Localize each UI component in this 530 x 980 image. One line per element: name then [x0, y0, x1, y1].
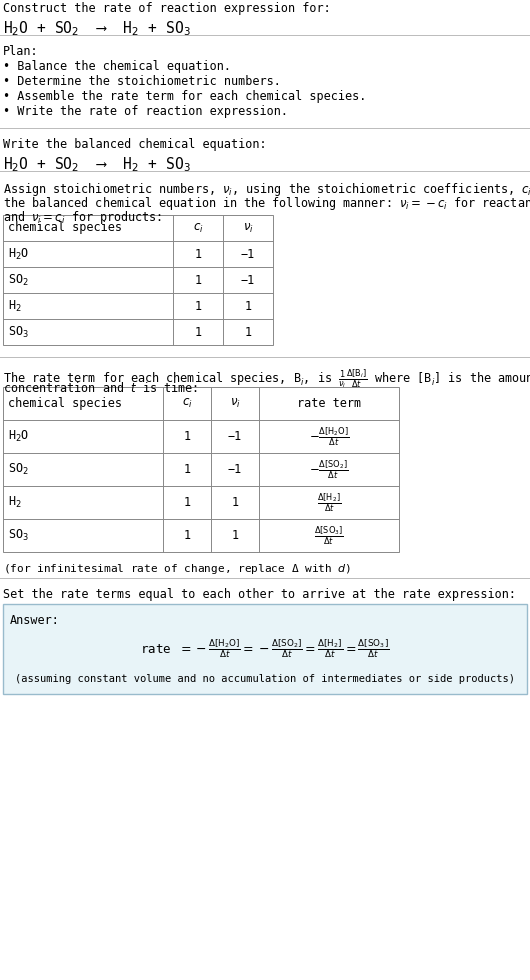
Text: 1: 1	[232, 496, 239, 509]
Text: • Determine the stoichiometric numbers.: • Determine the stoichiometric numbers.	[3, 75, 281, 88]
Text: H$_2$: H$_2$	[8, 299, 22, 314]
Text: 1: 1	[195, 273, 201, 286]
Text: $\nu_i$: $\nu_i$	[229, 397, 241, 410]
Text: Answer:: Answer:	[10, 614, 60, 627]
Text: −1: −1	[228, 430, 242, 443]
Text: 1: 1	[232, 529, 239, 542]
Text: SO$_3$: SO$_3$	[8, 528, 29, 543]
Text: 1: 1	[195, 325, 201, 338]
Text: −1: −1	[241, 248, 255, 261]
Text: 1: 1	[244, 325, 252, 338]
Text: • Assemble the rate term for each chemical species.: • Assemble the rate term for each chemic…	[3, 90, 366, 103]
Text: −1: −1	[228, 463, 242, 476]
Text: chemical species: chemical species	[8, 221, 122, 234]
Text: • Balance the chemical equation.: • Balance the chemical equation.	[3, 60, 231, 73]
Text: 1: 1	[195, 300, 201, 313]
Text: Plan:: Plan:	[3, 45, 39, 58]
Text: 1: 1	[183, 463, 191, 476]
Text: concentration and $t$ is time:: concentration and $t$ is time:	[3, 381, 198, 395]
Text: Assign stoichiometric numbers, $\nu_i$, using the stoichiometric coefficients, $: Assign stoichiometric numbers, $\nu_i$, …	[3, 181, 530, 198]
Text: $-\frac{\Delta[\mathrm{H_2O}]}{\Delta t}$: $-\frac{\Delta[\mathrm{H_2O}]}{\Delta t}…	[309, 425, 349, 448]
Text: 1: 1	[244, 300, 252, 313]
Text: 1: 1	[183, 496, 191, 509]
Text: and $\nu_i = c_i$ for products:: and $\nu_i = c_i$ for products:	[3, 209, 162, 226]
Text: (for infinitesimal rate of change, replace Δ with $d$): (for infinitesimal rate of change, repla…	[3, 562, 351, 576]
Text: H$_2$O + SO$_2$  ⟶  H$_2$ + SO$_3$: H$_2$O + SO$_2$ ⟶ H$_2$ + SO$_3$	[3, 155, 191, 173]
Text: $\frac{\Delta[\mathrm{H_2}]}{\Delta t}$: $\frac{\Delta[\mathrm{H_2}]}{\Delta t}$	[317, 491, 341, 514]
Text: H$_2$: H$_2$	[8, 495, 22, 510]
Text: Set the rate terms equal to each other to arrive at the rate expression:: Set the rate terms equal to each other t…	[3, 588, 516, 601]
Text: $c_i$: $c_i$	[182, 397, 192, 410]
Text: H$_2$O + SO$_2$  ⟶  H$_2$ + SO$_3$: H$_2$O + SO$_2$ ⟶ H$_2$ + SO$_3$	[3, 19, 191, 37]
Text: SO$_2$: SO$_2$	[8, 462, 29, 477]
Text: −1: −1	[241, 273, 255, 286]
Text: rate term: rate term	[297, 397, 361, 410]
Text: rate $= -\frac{\Delta[\mathrm{H_2O}]}{\Delta t} = -\frac{\Delta[\mathrm{SO_2}]}{: rate $= -\frac{\Delta[\mathrm{H_2O}]}{\D…	[140, 638, 390, 661]
Text: Construct the rate of reaction expression for:: Construct the rate of reaction expressio…	[3, 2, 331, 15]
Text: 1: 1	[183, 529, 191, 542]
Text: The rate term for each chemical species, B$_i$, is $\frac{1}{\nu_i}\frac{\Delta[: The rate term for each chemical species,…	[3, 367, 530, 389]
Text: SO$_2$: SO$_2$	[8, 272, 29, 287]
Text: H$_2$O: H$_2$O	[8, 246, 29, 262]
Text: $-\frac{\Delta[\mathrm{SO_2}]}{\Delta t}$: $-\frac{\Delta[\mathrm{SO_2}]}{\Delta t}…	[309, 459, 349, 481]
Bar	[3, 387, 399, 552]
Bar	[3, 215, 273, 345]
Text: $\frac{\Delta[\mathrm{SO_3}]}{\Delta t}$: $\frac{\Delta[\mathrm{SO_3}]}{\Delta t}$	[314, 524, 344, 547]
Text: • Write the rate of reaction expression.: • Write the rate of reaction expression.	[3, 105, 288, 118]
Text: the balanced chemical equation in the following manner: $\nu_i = -c_i$ for react: the balanced chemical equation in the fo…	[3, 195, 530, 212]
Text: 1: 1	[183, 430, 191, 443]
Text: SO$_3$: SO$_3$	[8, 324, 29, 339]
Text: $\nu_i$: $\nu_i$	[243, 221, 253, 234]
FancyBboxPatch shape	[3, 604, 527, 694]
Text: 1: 1	[195, 248, 201, 261]
Text: chemical species: chemical species	[8, 397, 122, 410]
Text: H$_2$O: H$_2$O	[8, 429, 29, 444]
Text: (assuming constant volume and no accumulation of intermediates or side products): (assuming constant volume and no accumul…	[15, 674, 515, 684]
Text: $c_i$: $c_i$	[192, 221, 204, 234]
Text: Write the balanced chemical equation:: Write the balanced chemical equation:	[3, 138, 267, 151]
